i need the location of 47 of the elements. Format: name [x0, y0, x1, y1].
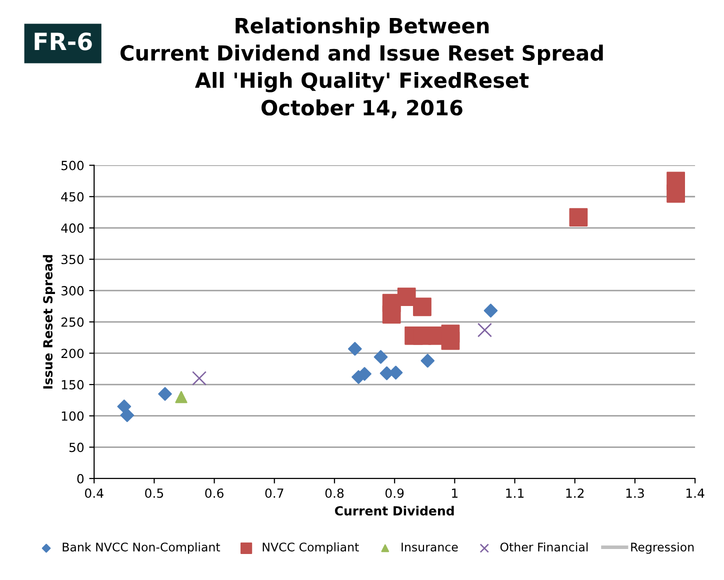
point — [569, 208, 588, 226]
legend-label: Bank NVCC Non-Compliant — [62, 542, 220, 554]
x-tick-label: 1 — [452, 488, 458, 498]
x-tick-label: 0.7 — [265, 488, 284, 498]
point — [441, 331, 460, 350]
legend-label: Insurance — [402, 542, 458, 552]
y-tick-label: 100 — [62, 411, 84, 421]
y-tick-label: 450 — [61, 192, 84, 202]
point — [420, 354, 435, 368]
point — [477, 322, 492, 338]
point — [413, 298, 432, 316]
point — [666, 184, 686, 203]
x-axis-title: Current Dividend — [334, 506, 454, 516]
y-tick-label: 0 — [77, 474, 84, 484]
point — [358, 366, 372, 381]
y-tick-label: 300 — [61, 286, 84, 296]
x-tick-label: 1.2 — [566, 488, 584, 498]
x-tick-label: 0.5 — [145, 488, 164, 498]
point — [175, 390, 188, 404]
legend-label: Other Financial — [500, 542, 588, 552]
point — [158, 387, 172, 401]
y-axis-title: Issue Reset Spread — [42, 255, 55, 389]
point — [192, 370, 207, 386]
point — [484, 304, 498, 318]
text: FR-6 — [34, 32, 92, 50]
x-tick-label: 0.6 — [205, 488, 224, 498]
chart-title: Relationship Between Current Dividend and Issue Reset Spread All 'High Quality' FixedReset October 14, 2016 — [120, 17, 603, 118]
x-tick-label: 0.4 — [85, 488, 104, 498]
x-tick-label: 1.3 — [626, 488, 644, 498]
x-tick-label: 0.8 — [325, 488, 344, 498]
y-tick-label: 200 — [61, 348, 84, 358]
y-tick-label: 400 — [61, 223, 84, 233]
x-tick-label: 0.9 — [385, 488, 404, 498]
legend-label: Regression — [631, 542, 694, 554]
y-tick-label: 50 — [69, 442, 84, 452]
point — [348, 342, 362, 356]
point — [374, 350, 388, 364]
y-tick-label: 150 — [62, 380, 84, 390]
point — [120, 408, 134, 422]
legend-label: NVCC Compliant — [262, 542, 359, 554]
x-tick-label: 1.4 — [686, 488, 704, 498]
y-tick-label: 350 — [61, 254, 84, 264]
y-tick-label: 500 — [62, 160, 84, 170]
point — [397, 288, 416, 306]
point — [382, 305, 401, 324]
x-tick-label: 1.1 — [506, 488, 524, 498]
y-tick-label: 250 — [61, 317, 84, 327]
